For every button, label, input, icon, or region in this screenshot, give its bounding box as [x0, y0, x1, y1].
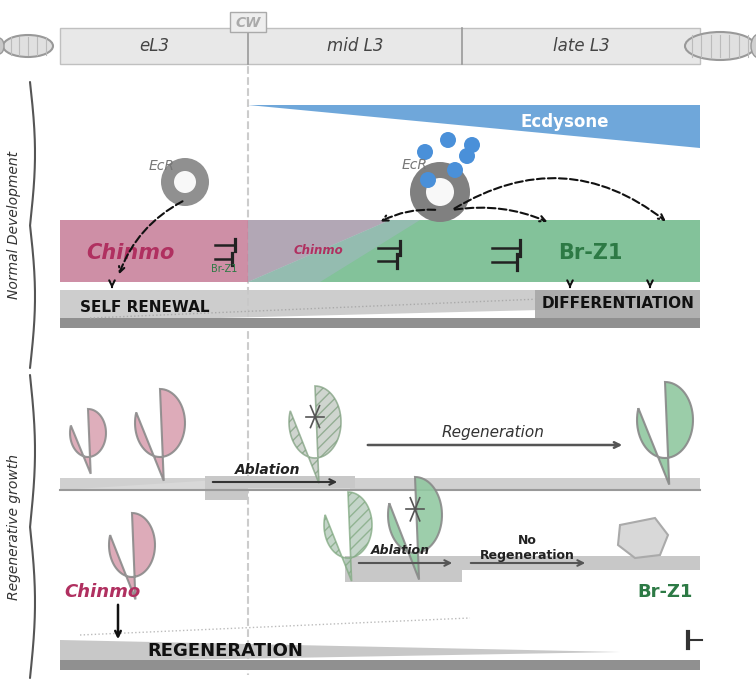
- Polygon shape: [535, 290, 700, 318]
- Polygon shape: [109, 513, 155, 600]
- Text: Chinmo: Chinmo: [293, 245, 343, 257]
- Ellipse shape: [459, 148, 475, 164]
- Text: Chinmo: Chinmo: [64, 583, 140, 601]
- Polygon shape: [70, 409, 106, 474]
- Ellipse shape: [420, 172, 436, 188]
- Text: Regenerative growth: Regenerative growth: [7, 454, 21, 600]
- Text: eL3: eL3: [139, 37, 169, 55]
- Text: DIFFERENTIATION: DIFFERENTIATION: [541, 296, 695, 311]
- Text: Regeneration: Regeneration: [442, 425, 544, 439]
- Polygon shape: [60, 220, 390, 282]
- Ellipse shape: [417, 144, 433, 160]
- Polygon shape: [60, 640, 620, 662]
- Text: mid L3: mid L3: [327, 37, 383, 55]
- Ellipse shape: [426, 178, 454, 206]
- Polygon shape: [388, 477, 442, 580]
- Polygon shape: [60, 290, 620, 322]
- Text: No
Regeneration: No Regeneration: [479, 534, 575, 562]
- Text: Chinmo: Chinmo: [86, 243, 174, 263]
- Text: CW: CW: [235, 16, 261, 30]
- Text: late L3: late L3: [553, 37, 609, 55]
- Ellipse shape: [410, 162, 470, 222]
- Text: Br-Z1: Br-Z1: [211, 264, 237, 274]
- Text: EcR: EcR: [402, 158, 428, 172]
- Polygon shape: [248, 105, 700, 148]
- Polygon shape: [135, 389, 185, 481]
- Text: REGENERATION: REGENERATION: [147, 642, 303, 660]
- Ellipse shape: [161, 158, 209, 206]
- Polygon shape: [248, 220, 700, 282]
- Polygon shape: [637, 382, 693, 485]
- Bar: [60, 660, 700, 670]
- Polygon shape: [248, 220, 420, 282]
- Ellipse shape: [685, 32, 755, 60]
- Bar: [60, 28, 700, 64]
- Polygon shape: [530, 556, 700, 570]
- Polygon shape: [324, 492, 372, 581]
- Bar: [60, 318, 700, 328]
- Text: Br-Z1: Br-Z1: [558, 243, 622, 263]
- Polygon shape: [618, 518, 668, 558]
- Ellipse shape: [3, 35, 53, 57]
- Bar: [230, 12, 266, 32]
- Ellipse shape: [464, 137, 480, 153]
- Polygon shape: [205, 476, 355, 500]
- Text: Br-Z1: Br-Z1: [637, 583, 692, 601]
- Polygon shape: [289, 386, 341, 483]
- Ellipse shape: [751, 34, 756, 58]
- Bar: [60, 478, 700, 490]
- Polygon shape: [60, 478, 350, 490]
- Ellipse shape: [174, 171, 196, 193]
- Text: SELF RENEWAL: SELF RENEWAL: [80, 301, 209, 316]
- Polygon shape: [345, 556, 530, 582]
- Ellipse shape: [0, 38, 4, 54]
- Text: Normal Development: Normal Development: [7, 151, 21, 299]
- Text: Ablation: Ablation: [235, 463, 301, 477]
- Text: Ecdysone: Ecdysone: [521, 113, 609, 131]
- Text: EcR: EcR: [149, 159, 175, 173]
- Ellipse shape: [440, 132, 456, 148]
- Polygon shape: [620, 290, 640, 308]
- Text: Ablation: Ablation: [370, 544, 429, 557]
- Ellipse shape: [447, 162, 463, 178]
